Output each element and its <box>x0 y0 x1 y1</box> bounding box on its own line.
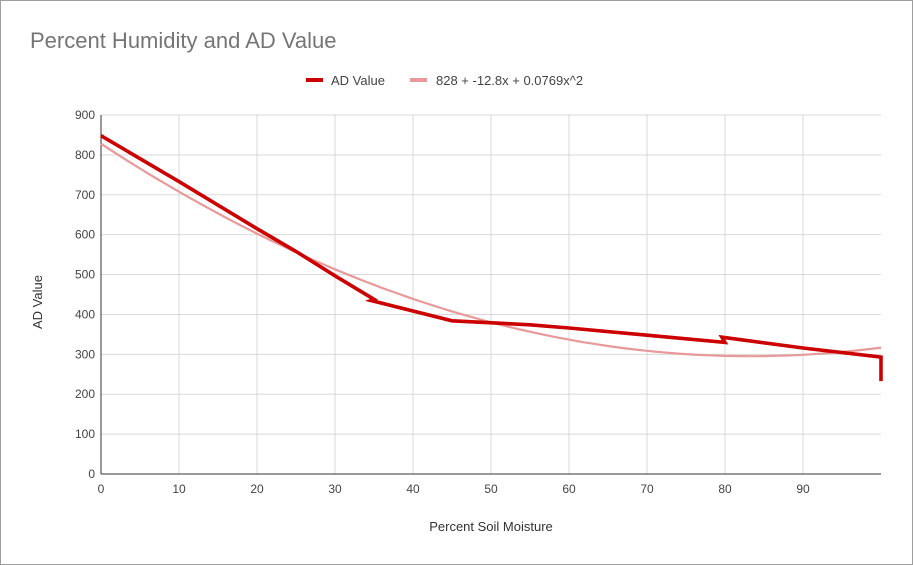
y-tick-label: 100 <box>75 427 95 441</box>
x-tick-label: 60 <box>562 482 576 496</box>
y-tick-label: 700 <box>75 188 95 202</box>
legend-label-trendline: 828 + -12.8x + 0.0769x^2 <box>436 73 583 88</box>
y-tick-label: 600 <box>75 228 95 242</box>
x-tick-label: 10 <box>172 482 186 496</box>
y-tick-label: 400 <box>75 307 95 321</box>
y-tick-label: 200 <box>75 387 95 401</box>
x-axis-label: Percent Soil Moisture <box>429 519 553 534</box>
tick-labels: 0 100 200 300 400 500 600 700 800 900 0 10 20 30 40 50 6… <box>75 108 810 496</box>
y-tick-label: 0 <box>88 467 95 481</box>
grid-lines <box>101 114 881 474</box>
x-tick-label: 30 <box>328 482 342 496</box>
y-tick-label: 800 <box>75 148 95 162</box>
x-tick-label: 90 <box>796 482 810 496</box>
x-tick-label: 20 <box>250 482 264 496</box>
x-tick-label: 40 <box>406 482 420 496</box>
y-tick-label: 300 <box>75 347 95 361</box>
axes <box>100 115 881 475</box>
legend: AD Value 828 + -12.8x + 0.0769x^2 <box>306 73 583 88</box>
y-tick-label: 500 <box>75 268 95 282</box>
ad-value-series <box>100 134 883 382</box>
plot-area <box>100 134 883 382</box>
x-tick-label: 0 <box>98 482 105 496</box>
x-tick-label: 50 <box>484 482 498 496</box>
chart-title: Percent Humidity and AD Value <box>30 28 337 53</box>
x-tick-label: 80 <box>718 482 732 496</box>
x-tick-label: 70 <box>640 482 654 496</box>
y-axis-label: AD Value <box>30 275 45 329</box>
legend-label-ad-value: AD Value <box>331 73 385 88</box>
y-tick-label: 900 <box>75 108 95 122</box>
